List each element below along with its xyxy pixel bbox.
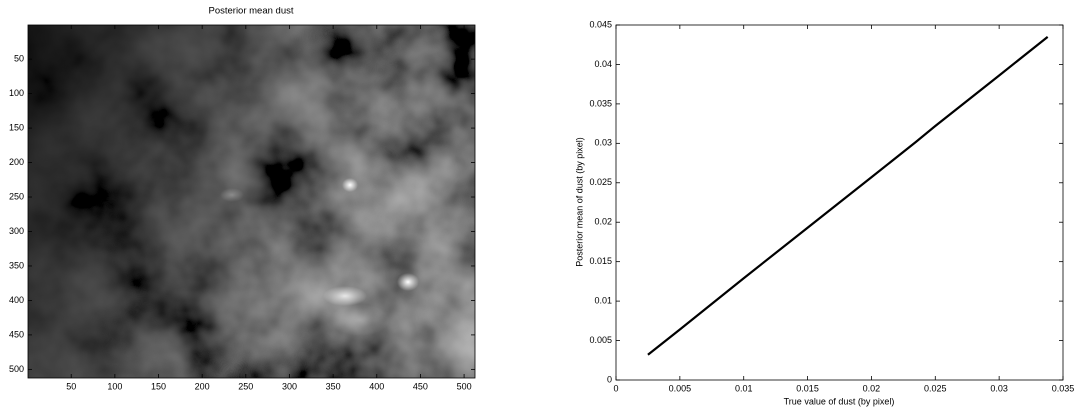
axes-frame bbox=[615, 24, 1064, 381]
y-tick-label: 0.035 bbox=[589, 98, 612, 108]
x-tick-label: 500 bbox=[457, 381, 472, 391]
dust-image bbox=[28, 25, 475, 378]
x-axis-label: True value of dust (by pixel) bbox=[784, 396, 895, 406]
x-tick-label: 350 bbox=[326, 381, 341, 391]
y-tick-label: 0.04 bbox=[594, 59, 612, 69]
x-tick-label: 250 bbox=[238, 381, 253, 391]
y-tick-label: 200 bbox=[9, 157, 24, 167]
x-tick-label: 0.025 bbox=[924, 383, 947, 393]
y-tick-label: 0.025 bbox=[589, 177, 612, 187]
x-tick-label: 0.01 bbox=[735, 383, 753, 393]
y-tick-label: 0 bbox=[607, 374, 612, 384]
y-tick-label: 0.005 bbox=[589, 335, 612, 345]
axes-frame bbox=[27, 24, 476, 379]
y-tick-label: 350 bbox=[9, 260, 24, 270]
x-tick-label: 300 bbox=[282, 381, 297, 391]
x-tick-label: 0.015 bbox=[796, 383, 819, 393]
x-tick-label: 150 bbox=[151, 381, 166, 391]
x-tick-label: 0 bbox=[613, 383, 618, 393]
y-tick-label: 0.03 bbox=[594, 138, 612, 148]
y-tick-label: 0.02 bbox=[594, 217, 612, 227]
x-tick-label: 0.005 bbox=[669, 383, 692, 393]
y-tick-label: 250 bbox=[9, 191, 24, 201]
y-tick-label: 400 bbox=[9, 295, 24, 305]
x-tick-label: 450 bbox=[413, 381, 428, 391]
y-tick-label: 450 bbox=[9, 329, 24, 339]
y-tick-label: 500 bbox=[9, 364, 24, 374]
x-tick-label: 400 bbox=[369, 381, 384, 391]
y-tick-label: 300 bbox=[9, 226, 24, 236]
y-tick-label: 0.045 bbox=[589, 19, 612, 29]
y-tick-label: 150 bbox=[9, 122, 24, 132]
y-tick-label: 50 bbox=[14, 54, 24, 64]
x-tick-label: 50 bbox=[66, 381, 76, 391]
x-tick-label: 100 bbox=[107, 381, 122, 391]
x-tick-label: 0.03 bbox=[990, 383, 1008, 393]
x-tick-label: 200 bbox=[195, 381, 210, 391]
y-tick-label: 0.015 bbox=[589, 256, 612, 266]
data-line bbox=[647, 35, 1049, 356]
y-axis-label: Posterior mean of dust (by pixel) bbox=[574, 137, 584, 267]
x-tick-label: 0.035 bbox=[1052, 383, 1075, 393]
y-tick-label: 0.01 bbox=[594, 295, 612, 305]
y-tick-label: 100 bbox=[9, 88, 24, 98]
chart-title: Posterior mean dust bbox=[208, 6, 293, 17]
x-tick-label: 0.02 bbox=[863, 383, 881, 393]
